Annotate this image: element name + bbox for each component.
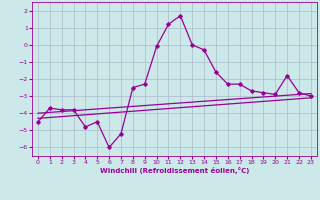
X-axis label: Windchill (Refroidissement éolien,°C): Windchill (Refroidissement éolien,°C) (100, 167, 249, 174)
